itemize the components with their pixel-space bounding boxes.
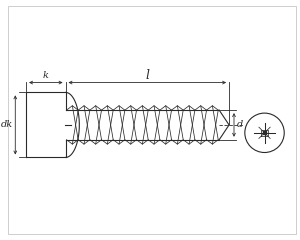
Text: d: d: [237, 120, 243, 129]
Polygon shape: [263, 132, 266, 134]
Text: dk: dk: [1, 120, 13, 129]
Text: k: k: [43, 71, 49, 80]
Text: l: l: [145, 69, 149, 82]
